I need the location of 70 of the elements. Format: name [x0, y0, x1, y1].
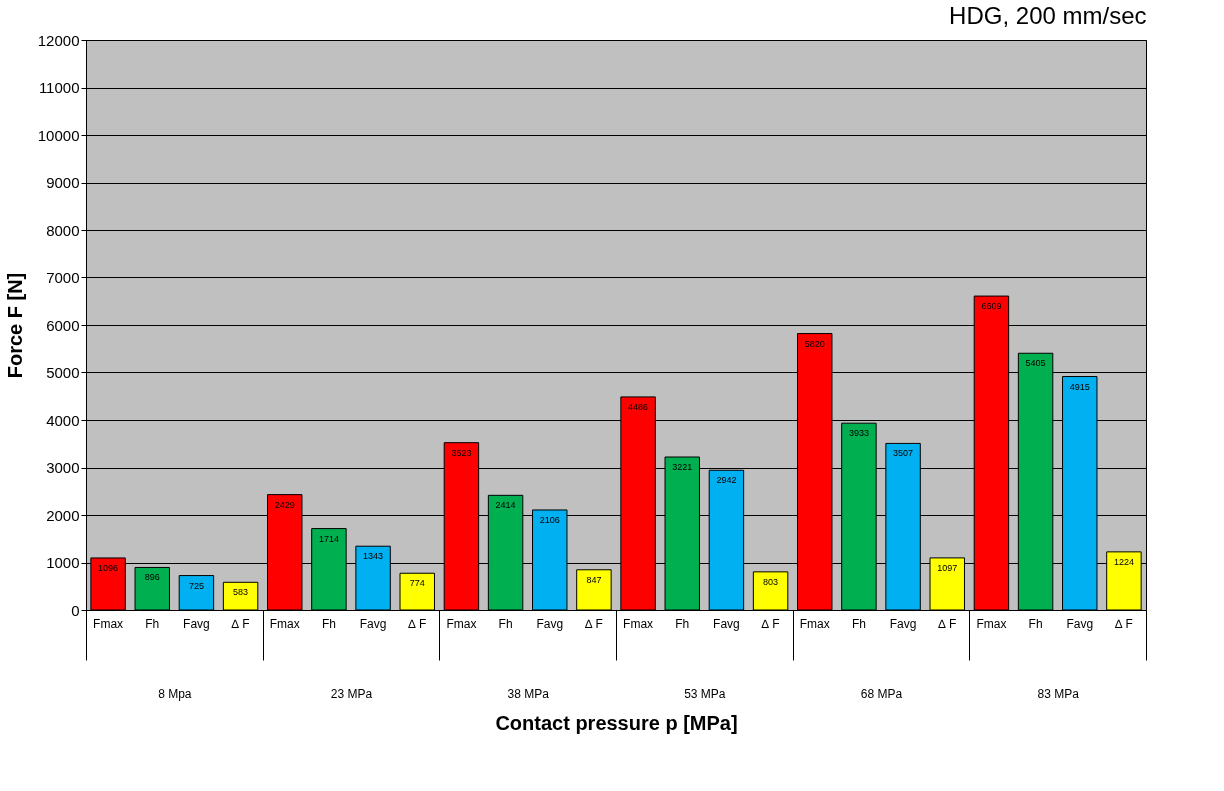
data-label: 2942: [716, 475, 737, 486]
text: Fh: [1028, 617, 1043, 631]
y-tick-label: 0: [71, 601, 80, 619]
x-tick-label: 68 MPa: [860, 686, 903, 701]
data-label: 725: [188, 580, 204, 591]
data-label: 1714: [318, 533, 339, 544]
text: Favg: [1066, 617, 1094, 631]
text: Fmax: [269, 617, 300, 631]
x-tick-label: 23 MPa: [330, 686, 373, 701]
data-label: 3523: [451, 447, 472, 458]
data-label: 1097: [937, 562, 958, 573]
data-label: 847: [586, 574, 602, 585]
x-axis-title: Contact pressure p [MPa]: [495, 711, 738, 734]
y-tick-label: 2000: [46, 506, 80, 524]
data-label: 3933: [848, 428, 869, 439]
text: Favg: [359, 617, 387, 631]
y-tick-label: 8000: [46, 221, 80, 239]
x-tick-label: 53 MPa: [684, 686, 726, 701]
y-tick-label: 10000: [37, 126, 80, 144]
data-label: 2106: [539, 514, 560, 525]
text: Favg: [713, 617, 740, 631]
data-label: 1343: [363, 551, 384, 562]
y-tick-label: 7000: [46, 269, 80, 286]
series-label: Fmax: [93, 617, 124, 631]
text: ∆ F: [584, 617, 603, 631]
data-label: 774: [409, 578, 425, 589]
text: Fh: [675, 617, 690, 631]
y-axis-title: Force F [N]: [3, 272, 26, 379]
y-tick-label: 12000: [37, 31, 80, 49]
data-label: 4486: [628, 401, 649, 412]
data-label: 6609: [981, 301, 1002, 312]
data-label: 3221: [672, 462, 693, 472]
y-tick-label: 1000: [46, 554, 80, 571]
series-label: Favg: [183, 617, 210, 631]
text: Favg: [889, 617, 917, 631]
data-label: 5820: [804, 338, 825, 349]
data-label: 2414: [495, 500, 516, 511]
text: ∆ F: [761, 617, 780, 631]
data-label: 896: [144, 572, 160, 583]
data-label: 803: [763, 576, 779, 587]
y-tick-label: 5000: [46, 364, 80, 381]
y-tick-label: 3000: [46, 459, 80, 476]
text: Fmax: [976, 617, 1007, 631]
y-tick-label: 11000: [38, 79, 80, 96]
text: ∆ F: [1114, 617, 1133, 631]
x-tick-label: 38 MPa: [507, 686, 550, 701]
text: Fmax: [446, 617, 477, 631]
series-label: ∆ F: [231, 617, 250, 631]
data-label: 3507: [893, 448, 914, 459]
data-label: 5405: [1025, 358, 1046, 369]
data-label: 4915: [1069, 381, 1090, 392]
y-tick-label: 6000: [46, 316, 80, 334]
series-label: Fh: [145, 617, 160, 631]
data-label: 1224: [1113, 556, 1134, 567]
data-label: 583: [233, 587, 249, 598]
text: Fmax: [799, 617, 830, 631]
y-tick-label: 4000: [46, 411, 80, 429]
text: Fh: [851, 617, 866, 631]
x-tick-label: 8 Mpa: [158, 686, 192, 701]
text: Fh: [321, 617, 336, 631]
text: ∆ F: [938, 617, 957, 631]
text: Favg: [536, 617, 564, 631]
text: Fh: [498, 617, 513, 631]
text: Fmax: [623, 617, 654, 631]
chart-title: HDG, 200 mm/sec: [949, 2, 1147, 29]
text: ∆ F: [408, 617, 427, 631]
x-tick-label: 83 MPa: [1037, 686, 1080, 701]
data-label: 2429: [274, 499, 295, 510]
y-tick-label: 9000: [46, 174, 80, 191]
data-label: 1096: [98, 562, 119, 573]
